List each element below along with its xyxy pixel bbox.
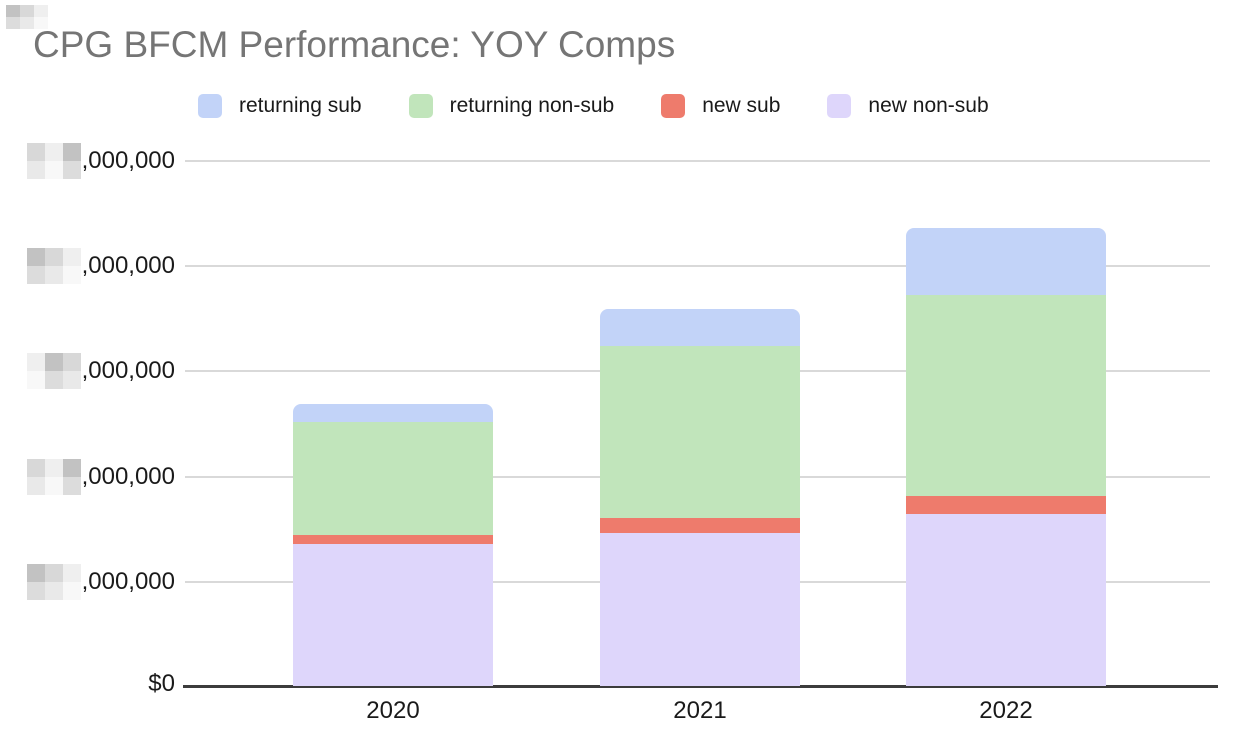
x-axis-line [183,685,1218,688]
redaction-pixel [6,5,20,17]
legend-label: new non-sub [868,94,989,117]
y-gridline [185,265,1210,268]
redaction-pixel [62,563,81,582]
redaction-pixel [62,371,81,390]
redaction-pixel [62,143,81,161]
legend-item-new-sub: new sub [661,94,780,118]
redaction-pixel [20,17,34,29]
chart-title: CPG BFCM Performance: YOY Comps [33,24,676,65]
redaction-pixel [44,248,63,267]
redaction-pixel [44,458,63,477]
redaction-pixel [20,5,34,17]
bar-segment-returning-non-sub [293,422,493,535]
redaction-pixel [44,581,63,600]
legend-item-new-non-sub: new non-sub [827,94,989,118]
redaction-pixelation [26,248,81,285]
y-axis-tick-label: ,000,000 [26,248,175,285]
redaction-pixel [44,476,63,495]
redaction-pixelation-corner [6,5,48,29]
bar-segment-returning-non-sub [600,346,800,518]
bar-2022 [906,228,1106,686]
redaction-pixel [26,581,45,600]
redaction-pixel [44,266,63,285]
bar-segment-returning-sub [906,228,1106,295]
y-axis-tick-label: ,000,000 [26,143,175,179]
redaction-pixel [62,161,81,179]
redaction-pixel [26,266,45,285]
bar-segment-returning-sub [293,404,493,422]
redaction-pixelation [26,353,81,390]
redaction-pixel [6,17,20,29]
y-axis-tick-label: ,000,000 [26,563,175,600]
redaction-pixel [34,5,48,17]
legend-item-returning-non-sub: returning non-sub [408,94,615,118]
bar-2021 [600,309,800,686]
redaction-pixel [26,353,45,372]
redaction-pixel [26,143,45,161]
legend-label: returning non-sub [449,94,615,117]
x-axis-label: 2022 [979,697,1033,724]
redaction-pixel [26,563,45,582]
legend-item-returning-sub: returning sub [198,94,362,118]
y-axis-tick-label: ,000,000 [26,458,175,495]
y-gridline [185,160,1210,162]
redaction-pixel [44,143,63,161]
y-tick-text: ,000,000 [81,147,175,174]
bar-2020 [293,404,493,686]
redaction-pixel [44,161,63,179]
redaction-pixel [62,581,81,600]
legend-label: returning sub [239,94,362,117]
redaction-pixelation [26,563,81,600]
bar-segment-new-non-sub [293,544,493,686]
legend-swatch [827,94,852,118]
redaction-pixel [62,248,81,267]
redaction-pixel [26,161,45,179]
redaction-pixel [44,371,63,390]
redaction-pixel [26,476,45,495]
y-axis-zero-label: $0 [148,670,175,697]
redaction-pixel [26,458,45,477]
legend-swatch [661,94,686,118]
bar-segment-new-non-sub [906,514,1106,686]
legend-label: new sub [702,94,781,117]
redaction-pixel [62,266,81,285]
redaction-pixel [62,353,81,372]
bar-segment-returning-sub [600,309,800,346]
bar-segment-new-sub [293,535,493,544]
y-tick-text: ,000,000 [81,357,175,385]
redaction-pixel [26,248,45,267]
y-axis-tick-label: ,000,000 [26,353,175,390]
redaction-pixel [34,17,48,29]
redaction-pixelation [26,458,81,495]
x-axis-label: 2021 [673,697,727,724]
y-tick-text: ,000,000 [81,462,175,490]
bar-segment-new-sub [906,496,1106,514]
bar-segment-returning-non-sub [906,295,1106,496]
y-tick-text: ,000,000 [81,567,175,595]
redaction-pixel [62,476,81,495]
legend-swatch [408,94,433,118]
redaction-pixel [44,353,63,372]
y-tick-text: ,000,000 [81,252,175,280]
legend: returning sub returning non-sub new sub new… [198,94,989,118]
x-axis-label: 2020 [366,697,420,724]
legend-swatch [198,94,222,118]
redaction-pixel [44,563,63,582]
redaction-pixel [26,371,45,390]
redaction-pixelation [26,143,81,179]
redaction-pixel [62,458,81,477]
bar-segment-new-non-sub [600,533,800,686]
bar-segment-new-sub [600,518,800,533]
